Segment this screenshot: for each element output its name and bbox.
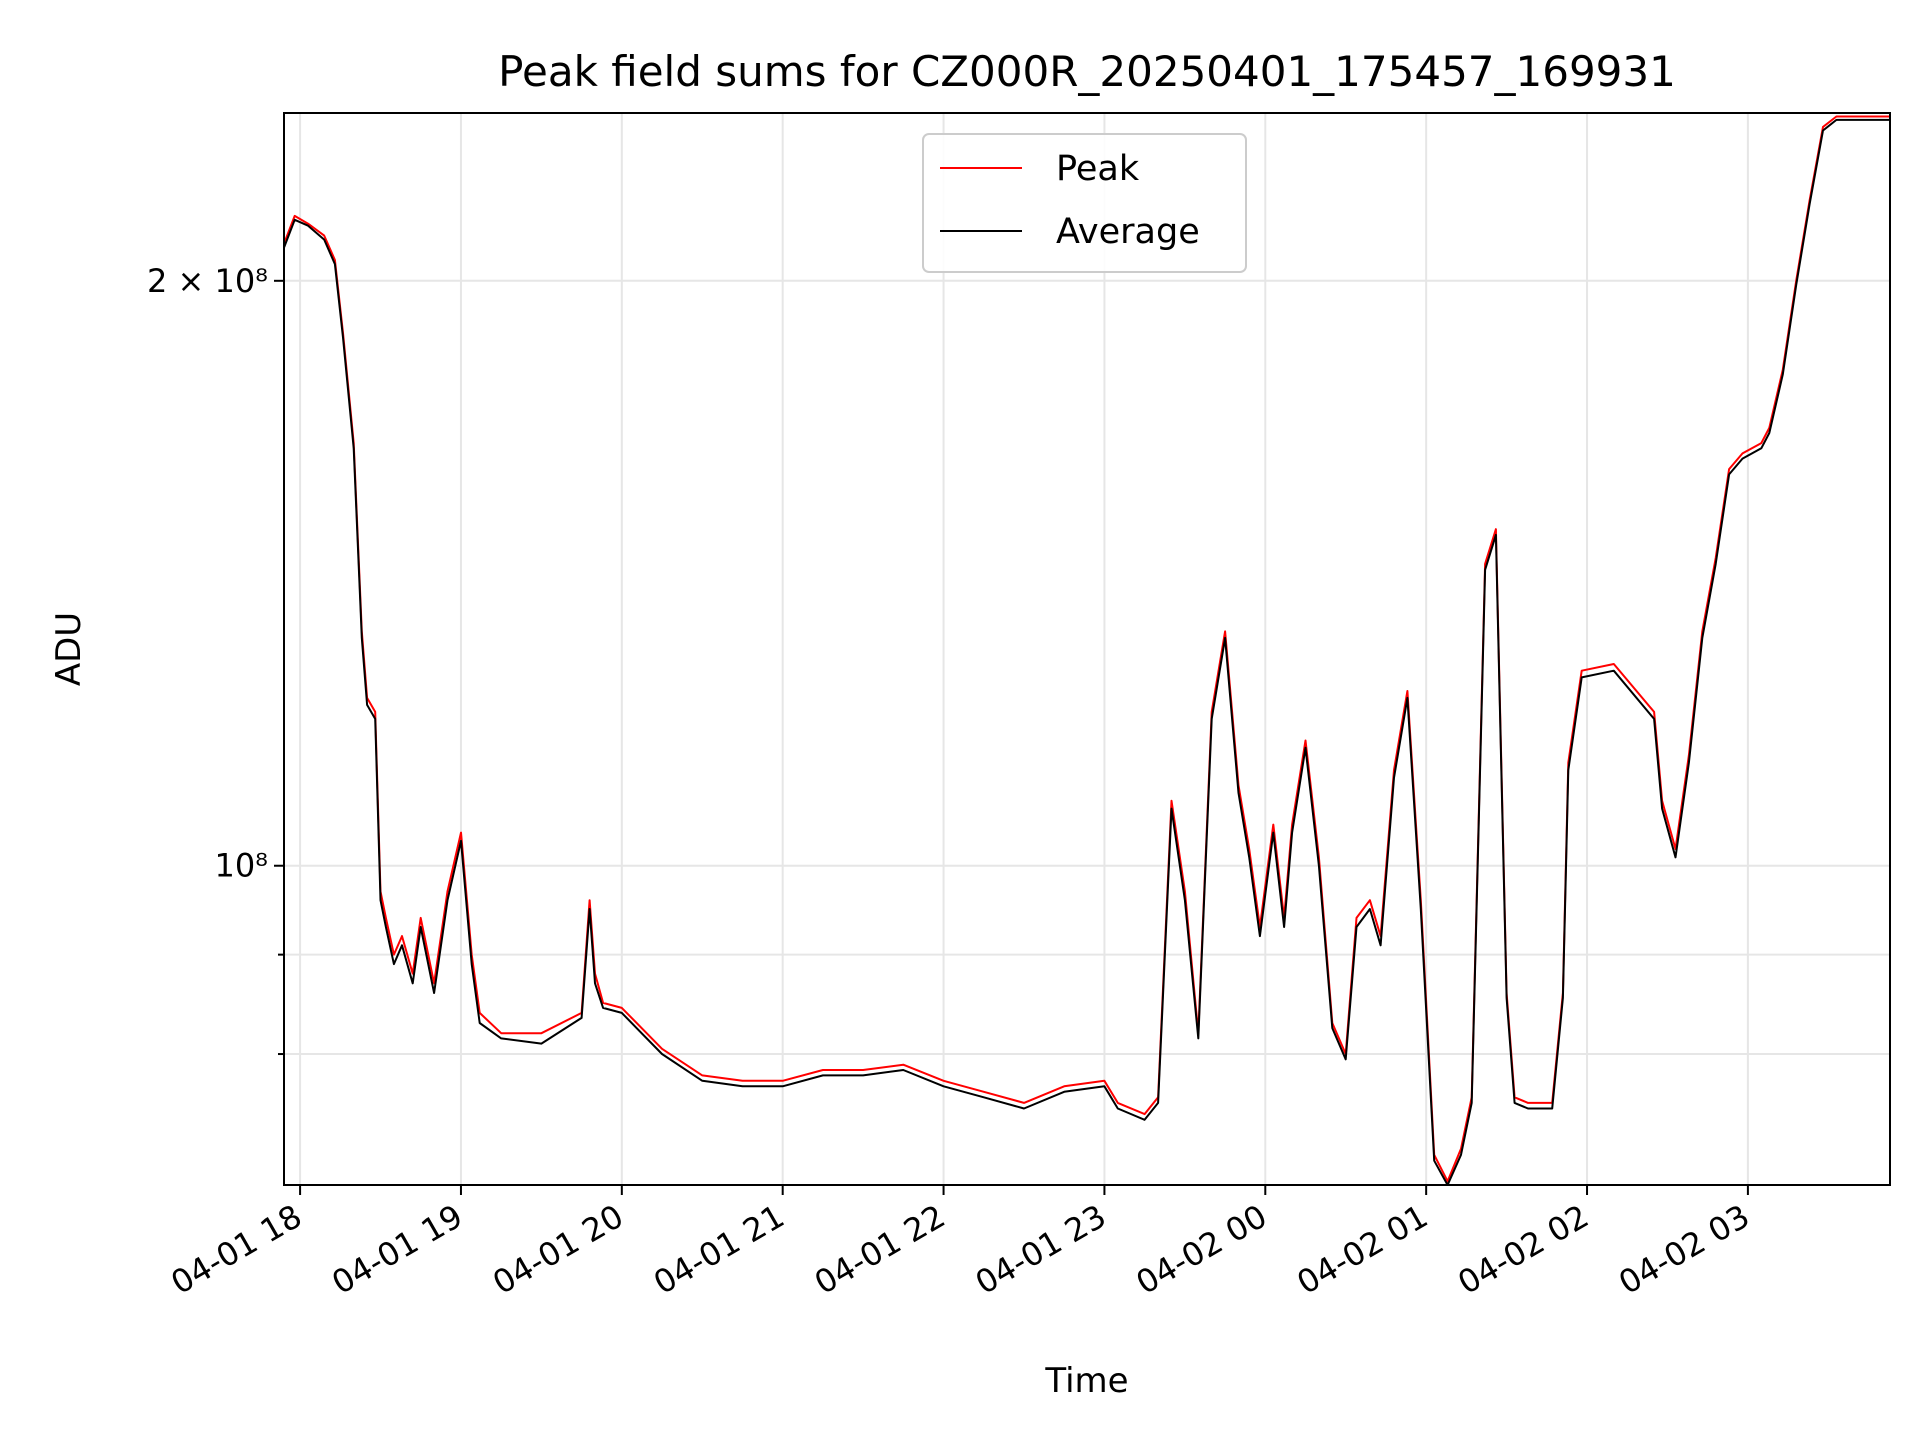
- series-line-average: [283, 118, 1890, 1186]
- legend-label-peak: Peak: [1056, 149, 1140, 189]
- y-tick-label: 10⁸: [214, 847, 268, 885]
- legend: Peak Average: [922, 133, 1247, 273]
- x-axis-label: Time: [1044, 1361, 1128, 1401]
- plot-frame: [283, 112, 1891, 1186]
- legend-label-average: Average: [1056, 212, 1200, 252]
- y-axis-label: ADU: [49, 612, 89, 686]
- chart-title: Peak field sums for CZ000R_20250401_1754…: [498, 47, 1676, 96]
- y-tick-label: 2 × 10⁸: [147, 262, 268, 300]
- grid: [284, 113, 1890, 1185]
- series-line-peak: [283, 115, 1890, 1183]
- series-lines: [283, 115, 1890, 1186]
